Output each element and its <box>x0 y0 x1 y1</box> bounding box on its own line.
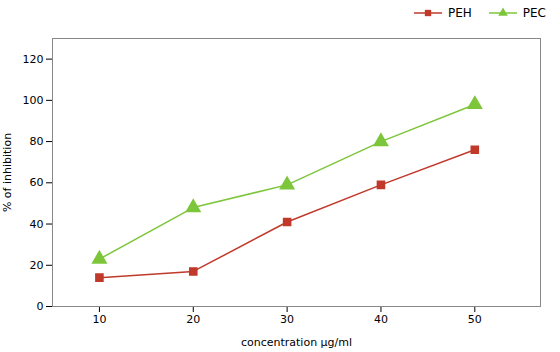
svg-text:120: 120 <box>23 53 44 66</box>
svg-text:0: 0 <box>37 300 44 313</box>
html-text:PEH: PEH <box>448 6 472 20</box>
svg-text:30: 30 <box>280 313 294 326</box>
svg-text:% of inhibition: % of inhibition <box>1 133 14 212</box>
svg-text:100: 100 <box>23 94 44 107</box>
svg-text:40: 40 <box>30 218 44 231</box>
svg-text:60: 60 <box>30 176 44 189</box>
svg-text:20: 20 <box>186 313 200 326</box>
svg-text:concentration μg/ml: concentration μg/ml <box>241 336 352 349</box>
svg-text:50: 50 <box>468 313 482 326</box>
html-text:PEC: PEC <box>522 6 546 20</box>
svg-text:10: 10 <box>92 313 106 326</box>
svg-text:20: 20 <box>30 259 44 272</box>
svg-text:80: 80 <box>30 135 44 148</box>
svg-text:40: 40 <box>374 313 388 326</box>
